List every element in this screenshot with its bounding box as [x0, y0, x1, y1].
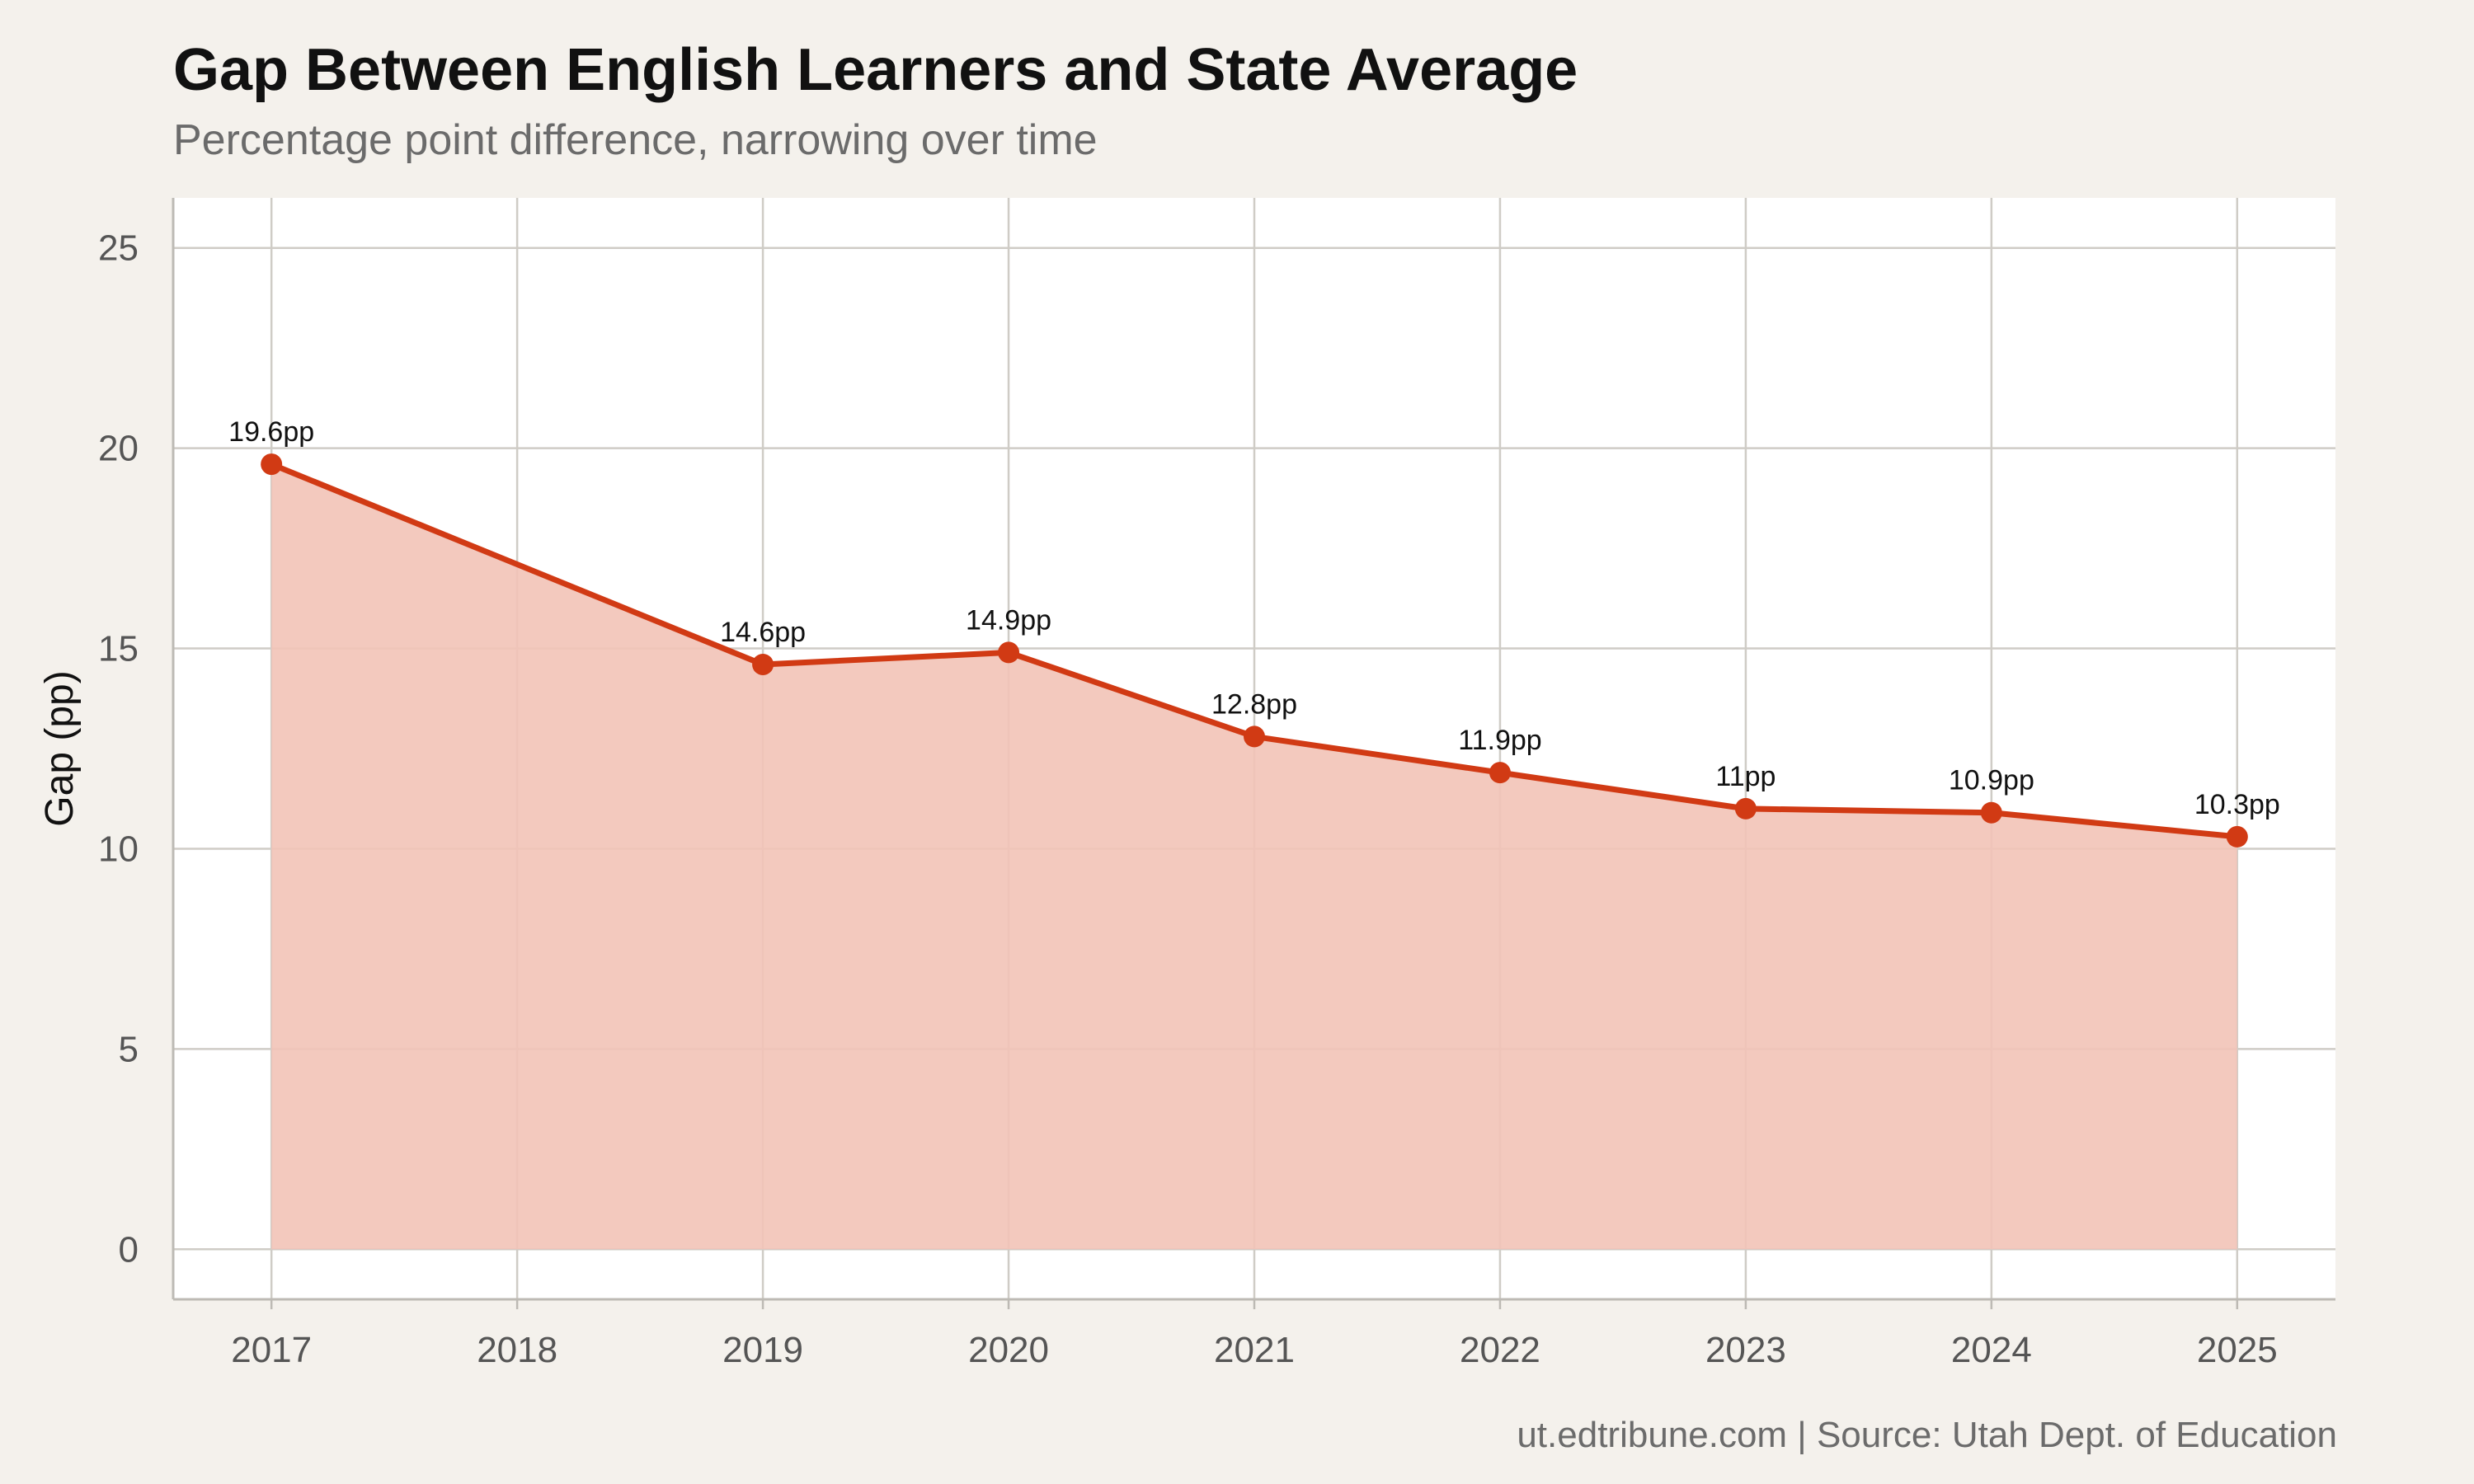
x-tick-label: 2021	[1214, 1330, 1295, 1370]
x-tick-label: 2022	[1460, 1330, 1540, 1370]
data-point	[752, 653, 774, 675]
x-tick-label: 2020	[968, 1330, 1049, 1370]
data-point	[261, 453, 283, 476]
chart-title: Gap Between English Learners and State A…	[173, 37, 1578, 103]
y-tick-label: 0	[119, 1229, 139, 1270]
data-point	[1734, 797, 1757, 819]
x-tick-label: 2019	[722, 1330, 803, 1370]
chart-caption: ut.edtribune.com | Source: Utah Dept. of…	[1517, 1415, 2337, 1455]
series-line	[270, 461, 2238, 840]
y-tick-label: 5	[119, 1029, 139, 1069]
data-label: 10.9pp	[1949, 765, 2034, 796]
data-point	[1489, 762, 1511, 784]
area-layer	[271, 464, 2237, 1250]
data-point	[998, 641, 1020, 664]
data-label: 10.3pp	[2194, 789, 2280, 820]
data-label: 19.6pp	[228, 416, 314, 448]
line-layer	[270, 461, 2238, 840]
data-label: 14.6pp	[720, 617, 806, 648]
data-label: 12.8pp	[1211, 688, 1297, 720]
x-tick-label: 2017	[231, 1330, 312, 1370]
points-layer	[261, 453, 2248, 848]
chart-subtitle: Percentage point difference, narrowing o…	[173, 116, 1098, 164]
x-tick-label: 2025	[2197, 1330, 2278, 1370]
x-tick-label: 2023	[1705, 1330, 1786, 1370]
y-tick-label: 20	[98, 429, 139, 469]
y-axis-title: Gap (pp)	[38, 670, 82, 826]
data-point	[1980, 801, 2002, 824]
y-tick-label: 15	[98, 629, 139, 669]
data-point	[1244, 726, 1265, 748]
data-label: 14.9pp	[966, 604, 1051, 636]
x-tick-label: 2024	[1951, 1330, 2032, 1370]
data-point	[2226, 825, 2248, 848]
x-tick-label: 2018	[477, 1330, 557, 1370]
data-labels: 19.6pp 14.6pp 14.9pp 12.8pp 11.9pp 11pp 10.9pp…	[228, 416, 2280, 820]
data-label: 11pp	[1715, 761, 1776, 792]
data-label: 11.9pp	[1458, 725, 1541, 756]
y-tick-label: 10	[98, 829, 139, 869]
area-fill	[271, 464, 2237, 1250]
y-tick-label: 25	[98, 228, 139, 269]
